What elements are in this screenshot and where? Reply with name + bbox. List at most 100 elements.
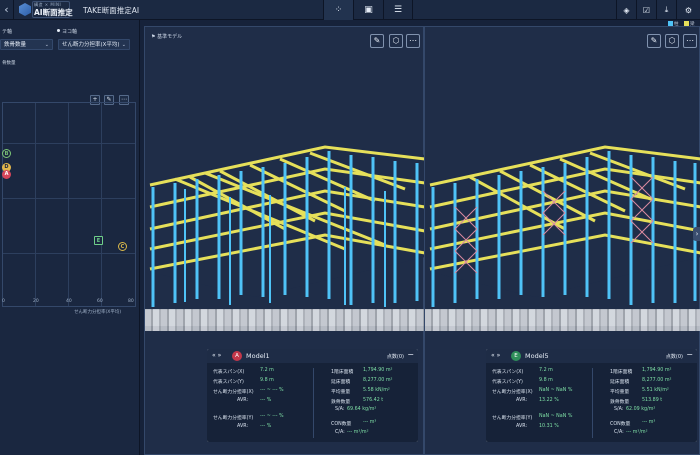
app-logo-icon [19, 3, 31, 16]
x-tick: 80 [128, 299, 134, 304]
stat-value: --- m³/m² [347, 430, 369, 435]
stat-label: CON数量 [331, 422, 352, 427]
tab-image[interactable]: ▣ [353, 0, 383, 20]
image-icon: ▣ [364, 5, 373, 15]
settings-button[interactable]: ⚙ [676, 0, 700, 20]
pencil-icon: ✎ [650, 36, 658, 45]
x-axis-select[interactable]: せん断力分担率(X平均) ⌄ [58, 39, 130, 50]
more-icon: ⋯ [409, 36, 417, 45]
export-button[interactable]: ⤓ [656, 0, 676, 20]
legend-column-label: 柱 [674, 22, 679, 27]
3d-box-button[interactable]: ⬡ [389, 34, 403, 48]
stat-label: 1階床面積 [331, 370, 354, 375]
top-bar: ‹ 構造 × MINI AI断面推定 TAKE断面推定AI ⁘ ▣ ☰ ◈ ☑ … [0, 0, 700, 20]
stat-value: 5.51 kN/m² [642, 388, 669, 393]
stat-label: 平均重量 [331, 390, 351, 395]
stat-value: --- m³ [363, 420, 377, 425]
pencil-icon: ✎ [106, 96, 112, 103]
grid-line [3, 198, 135, 199]
minimize-button[interactable]: − [686, 350, 693, 359]
stat-value: 10.31 % [539, 424, 559, 429]
checkbox-button[interactable]: ☑ [636, 0, 656, 20]
scatter-point-b[interactable]: B [2, 149, 11, 158]
stat-value: --- m³ [642, 420, 656, 425]
more-button[interactable]: ⋯ [683, 34, 697, 48]
stat-value: 13.22 % [539, 398, 559, 403]
stat-value: 513.89 t [642, 398, 663, 403]
model-badge: A [232, 351, 242, 361]
model-badge: E [511, 351, 521, 361]
stat-label: 延床面積 [331, 380, 351, 385]
divider [592, 368, 593, 438]
tab-list[interactable]: ☰ [383, 0, 413, 20]
nav-arrows-icon[interactable]: « » [212, 352, 222, 359]
x-axis-select-value: せん断力分担率(X平均) [62, 42, 120, 48]
stat-label: AVR: [237, 398, 249, 403]
scatter-point-d[interactable]: D [2, 163, 11, 172]
stat-value: 8,277.00 m² [363, 378, 393, 383]
stat-value: 576.42 t [363, 398, 384, 403]
cube-icon: ⬡ [392, 36, 400, 45]
minimize-button[interactable]: − [407, 350, 414, 359]
stat-label: 代表スパン(X) [213, 370, 245, 375]
stat-label: 延床面積 [610, 380, 630, 385]
flag-icon: ⚑ [151, 34, 158, 40]
x-tick: 0 [2, 299, 5, 304]
tab-scatter[interactable]: ⁘ [323, 0, 353, 20]
legend-column-swatch [668, 21, 673, 26]
panel-header: « » E Model5 点数(0) − [486, 349, 697, 363]
divider [313, 368, 314, 438]
chevron-left-icon: ‹ [4, 3, 9, 16]
brace-grid [454, 176, 654, 274]
model-name: Model1 [246, 352, 270, 360]
scatter-plot[interactable]: B D A E C [2, 102, 136, 307]
list-icon: ☰ [393, 5, 403, 15]
paint-bucket-button[interactable]: ◈ [616, 0, 636, 20]
y-axis-select[interactable]: 鉄骨数量 ⌄ [0, 39, 53, 50]
edit-button[interactable]: ✎ [104, 95, 114, 105]
more-button[interactable]: ⋯ [406, 34, 420, 48]
model-name: Model5 [525, 352, 549, 360]
brand-name: AI断面推定 [34, 8, 73, 17]
stat-value: --- ~ --- % [260, 414, 284, 419]
stat-value: 5.58 kN/m² [363, 388, 390, 393]
app-title: TAKE断面推定AI [83, 6, 140, 15]
grid-line [3, 143, 135, 144]
stat-value: --- % [260, 424, 272, 429]
grid-line [68, 103, 69, 306]
grid-line [3, 253, 135, 254]
cube-icon: ⬡ [668, 36, 676, 45]
beam-grid [149, 145, 425, 271]
scatter-point-c[interactable]: C [118, 242, 127, 251]
model-info-panel-2: « » E Model5 点数(0) − 代表スパン(X) 7.2 m 代表スパ… [486, 349, 697, 442]
point-count: 点数(0) [665, 354, 683, 360]
stat-value: 9.8 m [260, 378, 274, 383]
scatter-point-a[interactable]: A [2, 170, 11, 179]
stat-label: CON数量 [610, 422, 631, 427]
back-button[interactable]: ‹ [0, 0, 14, 20]
stat-label: 代表スパン(X) [492, 370, 524, 375]
edit-button[interactable]: ✎ [370, 34, 384, 48]
panel-label: 骨数量 [2, 61, 16, 66]
scatter-point-e[interactable]: E [94, 236, 103, 245]
x-tick: 20 [33, 299, 39, 304]
3d-box-button[interactable]: ⬡ [665, 34, 679, 48]
model-info-panel-1: « » A Model1 点数(0) − 代表スパン(X) 7.2 m 代表スパ… [207, 349, 418, 442]
stat-label: C/A: [614, 430, 624, 435]
add-button[interactable]: + [90, 95, 100, 105]
panel-body: 代表スパン(X) 7.2 m 代表スパン(Y) 9.8 m せん断力分担率(X)… [486, 363, 697, 442]
stat-value: 7.2 m [539, 368, 553, 373]
edit-button[interactable]: ✎ [647, 34, 661, 48]
x-axis-bullet-icon [57, 29, 60, 32]
stat-label: 代表スパン(Y) [492, 380, 523, 385]
stat-value: 1,794.90 m² [363, 368, 393, 373]
x-axis-label: ヨコ軸 [62, 29, 78, 35]
x-axis-title: せん断力分担率(X平均) [74, 310, 122, 315]
point-count: 点数(0) [386, 354, 404, 360]
more-button[interactable]: ⋯ [119, 95, 129, 105]
nav-arrows-icon[interactable]: « » [491, 352, 501, 359]
panel-body: 代表スパン(X) 7.2 m 代表スパン(Y) 9.8 m せん断力分担率(X)… [207, 363, 418, 442]
chevron-down-icon: ⌄ [121, 42, 126, 48]
side-drawer-toggle[interactable]: › [693, 227, 700, 241]
ground-slab [425, 309, 700, 331]
